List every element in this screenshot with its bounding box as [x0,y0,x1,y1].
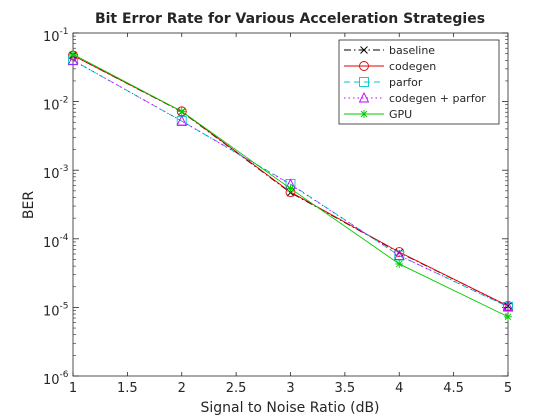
legend-marker [358,91,370,103]
legend-item: codegen + parfor [344,91,486,105]
y-tick-exponent: -6 [60,370,69,380]
y-tick-base: 10 [43,373,60,388]
y-tick-exponent: -5 [60,301,69,311]
y-tick-exponent: -4 [60,233,69,243]
y-tick-base: 10 [43,30,60,45]
legend-marker [360,46,368,54]
legend-marker [359,61,369,71]
y-tick-exponent: -1 [60,27,69,37]
y-tick-base: 10 [43,167,60,182]
data-point [176,115,187,126]
legend-marker [359,77,369,87]
y-tick-label: 10-5 [43,301,69,319]
x-tick-label: 4.5 [443,381,464,396]
legend-item: GPU [344,108,412,121]
series-gpu [69,50,512,321]
legend-label: codegen [389,60,436,73]
legend-item: parfor [344,76,423,89]
y-tick-label: 10-6 [43,370,69,388]
y-tick-base: 10 [43,304,60,319]
legend-marker [360,110,368,118]
y-axis-label: BER [21,191,37,219]
data-point [395,259,404,268]
x-axis-ticks: 1 1.5 2 2.5 3 3.5 4 4.5 5 [69,33,512,396]
legend: baseline codegen parfor codegen + parfor GPU [338,39,500,125]
y-tick-label: 10-2 [43,96,69,114]
legend-label: codegen + parfor [389,92,486,105]
data-point [504,312,512,321]
chart-title: Bit Error Rate for Various Acceleration … [95,11,485,27]
y-tick-exponent: -2 [60,96,69,106]
x-tick-label: 4 [395,381,403,396]
x-tick-label: 5 [504,381,512,396]
data-point [177,107,186,116]
legend-label: GPU [389,108,412,121]
x-tick-label: 2 [178,381,186,396]
legend-label: baseline [389,44,435,57]
x-tick-label: 2.5 [226,381,247,396]
y-tick-label: 10-1 [43,27,69,45]
series-layer [67,50,514,321]
x-tick-label: 3 [286,381,294,396]
legend-label: parfor [389,76,423,89]
x-tick-label: 1 [69,381,77,396]
x-tick-label: 3.5 [335,381,356,396]
legend-item: codegen [344,60,436,73]
y-tick-exponent: -3 [60,164,69,174]
y-axis-ticks: 10-110-210-310-410-510-6 [43,27,508,388]
data-point [286,184,295,193]
x-tick-label: 1.5 [117,381,138,396]
data-point [67,54,79,65]
y-tick-base: 10 [43,236,60,251]
series-line [72,59,509,308]
legend-item: baseline [344,44,435,57]
series-codegen-parfor [67,54,514,311]
y-tick-label: 10-3 [43,164,69,182]
x-axis-label: Signal to Noise Ratio (dB) [200,400,379,416]
y-tick-base: 10 [43,99,60,114]
data-point [394,249,405,260]
y-tick-label: 10-4 [43,233,69,251]
data-point [502,300,514,311]
data-point [69,50,77,59]
